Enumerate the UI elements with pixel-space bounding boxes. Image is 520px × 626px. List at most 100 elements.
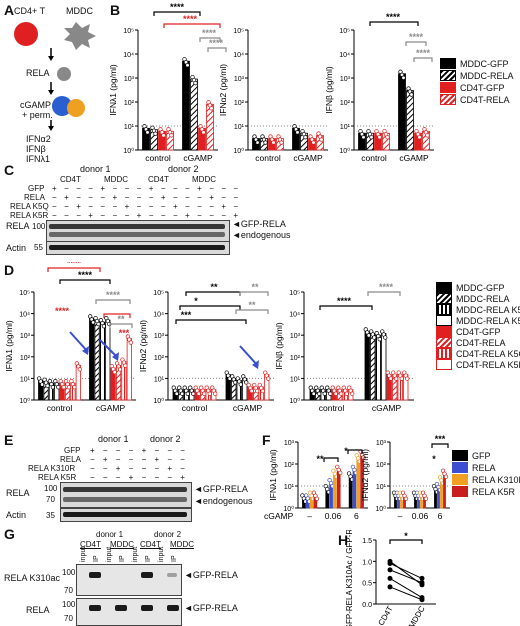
panel-g-donor1: donor 1 [96, 530, 124, 539]
significance-label: **** [386, 12, 401, 22]
band-mddc-ip-2 [167, 573, 177, 577]
y-tick-label: 10¹ [154, 376, 165, 383]
panel-c-row-gfp: GFP [28, 184, 45, 193]
arrow-label: GFP-RELA [192, 603, 238, 613]
data-point [443, 474, 449, 479]
panel-c-row-k5r: RELA K5R [10, 211, 49, 220]
legend-label: CD4T-GFP [456, 326, 501, 337]
data-point [377, 337, 382, 342]
data-point [244, 380, 249, 385]
swatch [440, 58, 456, 69]
significance-bracket [163, 23, 221, 28]
band [167, 605, 179, 611]
y-tick-label: 10⁵ [153, 290, 164, 297]
significance-label: * [344, 446, 348, 456]
significance-label: **** [416, 48, 431, 58]
paired-line [389, 563, 423, 579]
legend-b-mddc-gfp: MDDC-GFP [440, 58, 509, 69]
legend-label: MDDC-GFP [456, 282, 505, 293]
panel-e-row-rela: RELA [60, 455, 81, 464]
significance-label: *** [435, 434, 446, 444]
swatch [452, 450, 468, 461]
significance-bracket [413, 57, 433, 62]
data-point [233, 380, 238, 385]
panel-g-blot-rela [76, 598, 182, 626]
swatch [436, 337, 452, 348]
band-gfp-rela [49, 224, 225, 229]
x-tick-label: – [398, 511, 403, 521]
y-tick-label: 10¹ [376, 484, 387, 491]
data-point [202, 391, 207, 396]
data-point [191, 391, 196, 396]
panel-e-label: E [4, 432, 14, 448]
panel-g-mw-100b: 100 [62, 600, 76, 609]
data-point [366, 333, 371, 338]
significance-bracket [389, 539, 423, 544]
data-point [311, 140, 316, 145]
significance-label: ** [251, 282, 259, 292]
significance-label: * [194, 296, 198, 306]
data-point [213, 391, 218, 396]
panel-c-cell-2: MDDC [104, 175, 128, 184]
panel-c-blot-rela [46, 220, 230, 242]
y-tick-label: 10⁵ [233, 28, 244, 35]
swatch [440, 70, 456, 81]
y-axis-label: IFNα2 (pg/ml) [360, 449, 370, 501]
panel-g-lane-label: IP [119, 555, 126, 562]
y-tick-label: 10⁰ [123, 147, 134, 155]
legend-d-2: MDDC-RELA K5Q [436, 304, 520, 315]
data-point [423, 496, 429, 501]
panel-e-arrow-endogenous: ◄endogenous [194, 496, 253, 506]
y-tick-label: 10⁵ [19, 290, 30, 297]
y-axis-label: IFNα2 (pg/ml) [218, 64, 228, 116]
data-point [128, 340, 133, 345]
panel-c-cell-4: MDDC [192, 175, 216, 184]
band [89, 605, 101, 611]
panel-g-blot-rela-label: RELA [26, 605, 50, 615]
y-tick-label: 10⁰ [233, 147, 244, 155]
panel-c-cell-1: CD4T [60, 175, 81, 184]
significance-bracket [199, 37, 221, 42]
bar [381, 333, 387, 401]
data-point [322, 391, 327, 396]
y-tick-label: 0.0 [362, 602, 372, 609]
panel-g-label: G [4, 526, 15, 542]
panel-e-mw-35: 35 [46, 511, 55, 520]
data-point [383, 335, 388, 340]
data-point [271, 140, 276, 145]
legend-d-5: CD4T-RELA [436, 337, 506, 348]
data-point [314, 496, 320, 501]
data-point [174, 391, 179, 396]
y-tick-label: 10³ [124, 76, 135, 83]
significance-bracket [367, 291, 401, 296]
data-point [193, 80, 198, 86]
significance-label: **** [379, 282, 394, 292]
swatch [436, 315, 452, 326]
data-point [96, 321, 101, 327]
bar [406, 90, 414, 151]
y-tick-label: 10² [20, 355, 31, 362]
y-tick-label: 10³ [234, 76, 245, 83]
band-actin [63, 512, 187, 517]
panel-g-lane-label: input [80, 546, 87, 562]
swatch [452, 486, 468, 497]
significance-bracket [323, 457, 339, 462]
significance-label: **** [67, 262, 82, 268]
legend-d-7: CD4T-RELA K5R [436, 359, 520, 370]
data-point [279, 140, 284, 145]
y-tick-label: 10³ [284, 440, 295, 447]
panel-c-blot-rela-label: RELA [6, 221, 30, 231]
panel-e-blot-actin-label: Actin [6, 510, 27, 520]
significance-label: * [432, 454, 436, 464]
panel-e-plusminus: + − − − + − − − − + − − − + − − − − + − − … [90, 446, 188, 482]
data-point [388, 376, 393, 381]
panel-g-mw-70a: 70 [64, 586, 73, 595]
data-point [145, 130, 150, 135]
data-point [399, 376, 404, 381]
blue-arrow-line [239, 345, 259, 367]
panel-c-row-rela: RELA [24, 193, 45, 202]
y-tick-label: 10² [290, 355, 301, 362]
data-point [45, 383, 50, 388]
band [115, 605, 127, 611]
panel-g-mw-70b: 70 [64, 614, 73, 623]
